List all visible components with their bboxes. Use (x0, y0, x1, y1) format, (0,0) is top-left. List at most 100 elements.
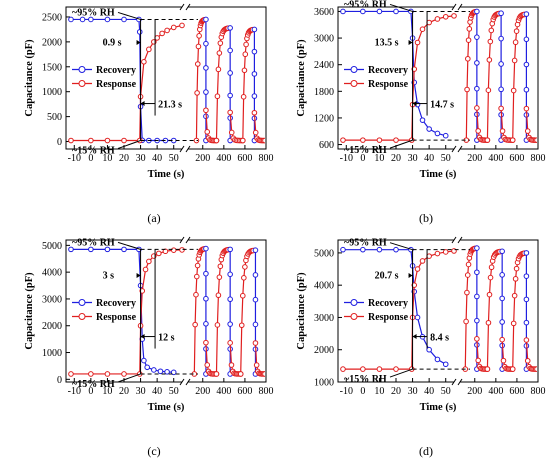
x-tick-label: 50 (441, 386, 451, 397)
x-axis-label: Time (s) (148, 402, 185, 413)
y-tick-label: 1000 (42, 87, 62, 98)
data-point-response (451, 13, 457, 19)
data-point-response (513, 28, 520, 34)
cycle-response-line (512, 13, 525, 141)
high-rh-label: ~95% RH (344, 0, 387, 10)
data-point-recovery (434, 356, 441, 363)
legend-marker-recovery (78, 298, 86, 306)
data-point-recovery (442, 132, 449, 139)
data-point-recovery (474, 8, 480, 15)
low-rh-label: ~15% RH (344, 145, 387, 156)
high-rh-pointer (117, 11, 141, 20)
data-point-response (194, 90, 200, 96)
data-point-response (393, 366, 399, 372)
data-point-response (159, 30, 165, 37)
x-tick-label: 0 (88, 153, 93, 164)
x-axis-label: Time (s) (148, 169, 185, 180)
data-point-recovery (498, 86, 504, 93)
data-point-response (194, 61, 201, 67)
data-point-recovery (203, 245, 209, 252)
data-point-response (203, 339, 209, 346)
data-point-recovery (340, 246, 346, 253)
axis-break-mark (185, 3, 191, 11)
data-point-response (203, 107, 209, 114)
data-point-response (241, 275, 247, 281)
data-point-recovery (144, 364, 150, 371)
y-tick-label: 3600 (314, 7, 334, 18)
data-point-response (262, 137, 265, 144)
data-point-recovery (203, 16, 209, 23)
data-point-response (360, 366, 366, 372)
x-tick-label: 600 (237, 153, 252, 164)
panel-caption: (a) (147, 211, 160, 225)
axis-break-mark (457, 145, 463, 153)
data-point-response (214, 93, 221, 100)
high-rh-label: ~95% RH (344, 238, 387, 249)
data-point-recovery (498, 35, 504, 42)
data-point-response (511, 292, 518, 299)
data-point-response (487, 274, 494, 281)
x-tick-label: 0 (360, 386, 365, 397)
data-point-response (487, 38, 494, 45)
data-point-response (464, 272, 471, 278)
x-tick-label: 800 (531, 153, 546, 164)
axis-break-mark (179, 378, 185, 386)
data-point-recovery (203, 321, 209, 327)
data-point-recovery (252, 247, 259, 253)
response-time-label: 8.4 s (430, 333, 449, 344)
legend-label-recovery: Recovery (368, 65, 408, 76)
legend-label-recovery: Recovery (96, 298, 136, 309)
data-point-recovery (151, 367, 157, 373)
legend-marker-recovery (350, 298, 358, 306)
axis-break-mark (185, 145, 191, 153)
data-point-response (376, 366, 383, 372)
data-point-response (465, 37, 472, 43)
data-point-response (204, 129, 211, 135)
cycle-response-line (486, 250, 501, 370)
x-tick-label: 400 (488, 386, 503, 397)
x-tick-label: 30 (136, 386, 146, 397)
plot-area (68, 245, 265, 377)
x-tick-label: 800 (259, 153, 274, 164)
data-point-recovery (499, 248, 505, 255)
x-tick-label: -10 (340, 153, 353, 164)
legend-label-response: Response (368, 79, 409, 90)
data-point-response (214, 322, 221, 328)
response-time-label: 14.7 s (430, 100, 454, 111)
high-rh-label: ~95% RH (72, 7, 115, 18)
data-point-response (474, 336, 480, 342)
x-tick-label: 50 (169, 153, 179, 164)
data-point-recovery (227, 321, 233, 327)
data-point-recovery (393, 246, 399, 253)
data-point-recovery (251, 48, 258, 55)
data-point-recovery (104, 246, 111, 253)
y-axis-label: Capacitance (pF) (296, 272, 307, 350)
y-tick-label: 4000 (42, 268, 62, 279)
data-point-response (340, 366, 346, 372)
low-rh-label: ~15% RH (72, 379, 115, 390)
data-point-response (510, 87, 517, 94)
legend-marker-response (350, 312, 358, 320)
axis-break-bottom-gap (182, 380, 188, 384)
plot-area (68, 16, 265, 144)
data-point-recovery (474, 34, 480, 40)
axis-break-mark (451, 378, 457, 386)
x-tick-label: 20 (391, 386, 401, 397)
high-rh-pointer (117, 241, 141, 250)
x-tick-label: 10 (374, 386, 384, 397)
plot-area (340, 245, 537, 372)
legend-label-response: Response (368, 312, 409, 323)
axis-break-mark (185, 236, 191, 244)
data-point-response (513, 265, 520, 272)
data-point-recovery (523, 86, 530, 93)
data-point-response (486, 291, 493, 298)
x-tick-label: 200 (467, 153, 482, 164)
data-point-recovery (499, 295, 505, 302)
data-point-response (411, 282, 418, 288)
data-point-response (139, 288, 146, 294)
data-point-recovery (360, 8, 366, 15)
data-point-response (228, 362, 235, 368)
y-tick-label: 600 (319, 140, 334, 151)
legend-label-response: Response (96, 79, 137, 90)
